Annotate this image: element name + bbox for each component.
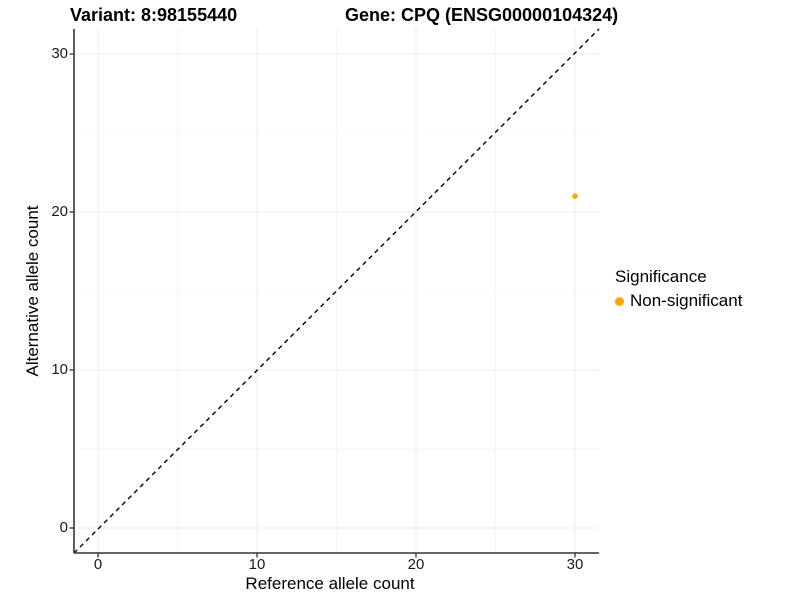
plot-title-gene: Gene: CPQ (ENSG00000104324) <box>345 5 619 25</box>
legend: Significance Non-significant <box>615 267 742 311</box>
data-point <box>572 193 578 199</box>
y-axis-title: Alternative allele count <box>23 205 42 377</box>
y-tick-label: 10 <box>51 361 68 378</box>
legend-title: Significance <box>615 267 707 286</box>
x-tick-label: 0 <box>93 556 103 573</box>
legend-item-label: Non-significant <box>630 291 743 310</box>
y-tick-label: 20 <box>51 203 68 220</box>
y-tick-label: 30 <box>51 45 68 62</box>
plot-title-variant: Variant: 8:98155440 <box>70 5 238 25</box>
x-tick-label: 20 <box>407 556 425 573</box>
x-tick-label: 30 <box>566 556 584 573</box>
y-tick-label: 0 <box>59 519 68 536</box>
legend-item: Non-significant <box>615 291 742 311</box>
x-axis-title: Reference allele count <box>245 574 415 593</box>
legend-point-icon <box>615 296 624 306</box>
x-tick-label: 10 <box>248 556 266 573</box>
